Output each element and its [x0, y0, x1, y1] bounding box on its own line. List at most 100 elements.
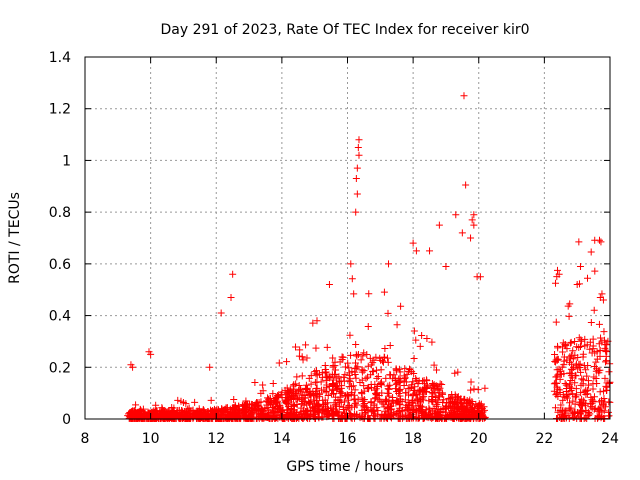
data-point: [296, 346, 304, 354]
data-point: [467, 234, 475, 242]
data-point: [216, 411, 224, 419]
data-point: [442, 408, 450, 416]
data-point: [577, 389, 585, 397]
data-point: [378, 357, 386, 365]
data-point: [401, 396, 409, 404]
data-point: [383, 354, 391, 362]
data-point: [605, 368, 613, 376]
data-point: [319, 396, 327, 404]
data-point: [348, 367, 356, 375]
data-point: [285, 395, 293, 403]
data-point: [364, 362, 372, 370]
data-point: [395, 397, 403, 405]
data-point: [460, 92, 468, 100]
data-point: [298, 372, 306, 380]
data-point: [395, 389, 403, 397]
data-point: [386, 341, 394, 349]
data-point: [460, 411, 468, 419]
data-point: [402, 389, 410, 397]
grid-lines: [85, 57, 610, 419]
data-point: [381, 344, 389, 352]
y-tick-label: 1.2: [49, 102, 71, 118]
data-point: [432, 412, 440, 420]
data-point: [299, 356, 307, 364]
data-point: [443, 399, 451, 407]
data-point: [404, 414, 412, 422]
data-point: [434, 385, 442, 393]
data-point: [552, 358, 560, 366]
data-point: [578, 395, 586, 403]
data-point: [301, 384, 309, 392]
data-point: [293, 395, 301, 403]
data-point: [306, 399, 314, 407]
data-point: [559, 339, 567, 347]
data-point: [375, 392, 383, 400]
data-point: [589, 385, 597, 393]
data-point: [466, 414, 474, 422]
data-point: [127, 361, 135, 369]
data-point: [371, 386, 379, 394]
data-point: [125, 410, 133, 418]
data-point: [364, 385, 372, 393]
data-point: [329, 376, 337, 384]
data-point: [442, 404, 450, 412]
data-point: [603, 348, 611, 356]
data-point: [557, 401, 565, 409]
data-point: [565, 312, 573, 320]
data-point: [350, 290, 358, 298]
data-point: [170, 404, 178, 412]
data-point: [328, 380, 336, 388]
y-tick-label: 0.4: [49, 309, 71, 325]
data-point: [430, 381, 438, 389]
data-point: [600, 395, 608, 403]
data-point: [412, 336, 420, 344]
data-point: [470, 221, 478, 229]
data-point: [602, 352, 610, 360]
data-point: [384, 382, 392, 390]
data-point: [411, 383, 419, 391]
data-point: [573, 281, 581, 289]
data-point: [313, 367, 321, 375]
x-tick-label: 18: [404, 431, 422, 447]
data-point: [231, 413, 239, 421]
data-point: [553, 414, 561, 422]
data-point: [351, 371, 359, 379]
data-point: [311, 414, 319, 422]
data-point: [266, 409, 274, 417]
data-point: [430, 361, 438, 369]
data-point: [313, 317, 321, 325]
data-point: [585, 381, 593, 389]
data-point: [400, 378, 408, 386]
data-point: [581, 342, 589, 350]
data-point: [384, 358, 392, 366]
data-point: [401, 374, 409, 382]
data-point: [555, 270, 563, 278]
data-point: [174, 396, 182, 404]
data-point: [582, 387, 590, 395]
data-point: [584, 386, 592, 394]
data-point: [412, 391, 420, 399]
data-point: [191, 398, 199, 406]
y-tick-label: 0.6: [49, 257, 71, 273]
data-point: [596, 346, 604, 354]
data-point: [597, 238, 605, 246]
data-point: [561, 379, 569, 387]
data-point: [409, 378, 417, 386]
data-point: [283, 414, 291, 422]
data-point: [360, 349, 368, 357]
data-point: [474, 386, 482, 394]
data-point: [575, 334, 583, 342]
data-point: [313, 394, 321, 402]
data-point: [566, 399, 574, 407]
data-point: [387, 371, 395, 379]
data-point: [592, 375, 600, 383]
data-point: [355, 151, 363, 159]
data-point: [204, 410, 212, 418]
data-point: [558, 411, 566, 419]
data-point: [380, 288, 388, 296]
data-point: [396, 385, 404, 393]
data-point: [284, 400, 292, 408]
axis-ticks: 8 10 12 14 16 18 20 22 24 0 0.2 0.4 0.6 0.8 1 1.2 1.4: [49, 50, 619, 447]
data-point: [574, 412, 582, 420]
data-point: [578, 402, 586, 410]
